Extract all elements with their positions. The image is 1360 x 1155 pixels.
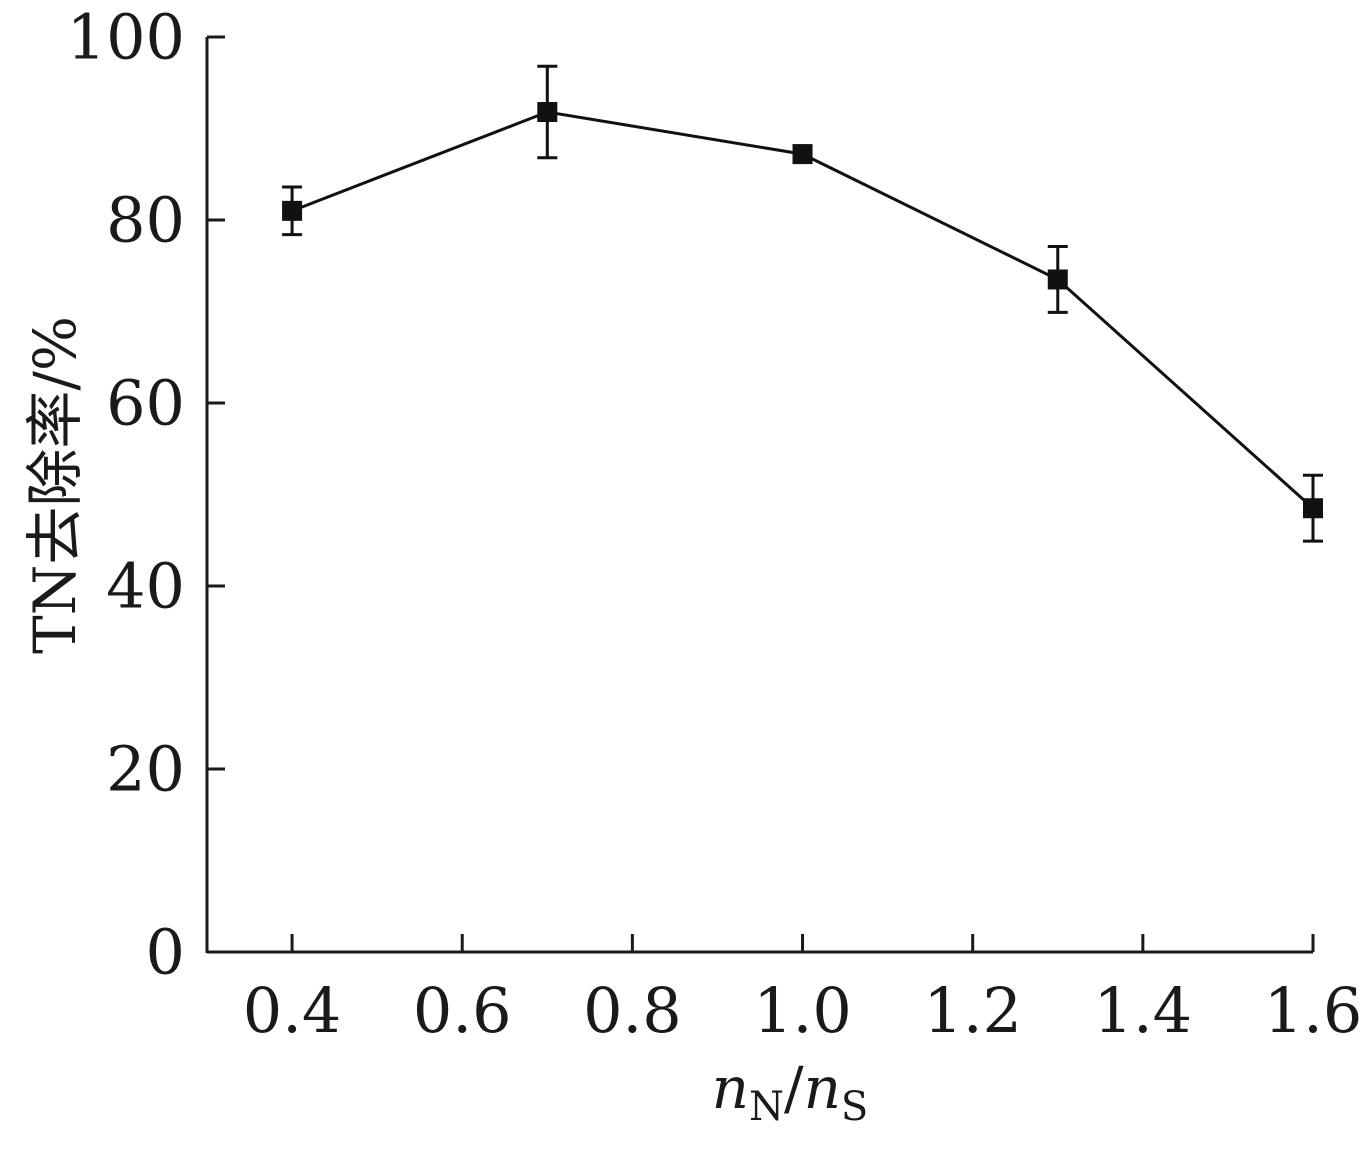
- x-tick-label: 1.6: [1264, 974, 1360, 1047]
- y-tick-label: 20: [106, 733, 185, 806]
- x-label-n2: n: [804, 1054, 841, 1122]
- y-axis-label: TN去除率/%: [21, 316, 89, 654]
- data-point-square: [1303, 498, 1323, 519]
- x-axis-label: nN/nS: [712, 1054, 869, 1130]
- y-tick-label: 80: [106, 184, 185, 257]
- x-ticks: 0.4 0.6 0.8 1.0 1.2 1.4 1.6: [243, 934, 1360, 1047]
- y-tick-label: 100: [67, 1, 185, 74]
- y-tick-label: 40: [106, 550, 185, 623]
- x-label-sub-numerator: N: [749, 1084, 784, 1130]
- x-tick-label: 1.4: [1094, 974, 1193, 1047]
- series-group: [282, 64, 1323, 543]
- series-line: [291, 110, 1315, 510]
- x-label-n1: n: [712, 1054, 749, 1122]
- x-tick-label: 0.6: [413, 974, 512, 1047]
- x-tick-label: 0.4: [243, 974, 342, 1047]
- x-tick-label: 1.2: [923, 974, 1022, 1047]
- x-tick-label: 0.8: [583, 974, 682, 1047]
- x-tick-label: 1.0: [753, 974, 852, 1047]
- data-point-square: [1047, 269, 1068, 290]
- data-point-square: [282, 200, 303, 221]
- data-point-square: [792, 144, 813, 165]
- x-label-slash: /: [784, 1054, 804, 1122]
- axes: [205, 37, 1313, 954]
- x-label-sub-denominator: S: [841, 1084, 868, 1130]
- data-point-square: [537, 102, 558, 123]
- y-ticks: 0 20 40 60 80 100: [67, 1, 225, 989]
- y-tick-label: 60: [106, 367, 185, 440]
- y-tick-label: 0: [146, 916, 185, 989]
